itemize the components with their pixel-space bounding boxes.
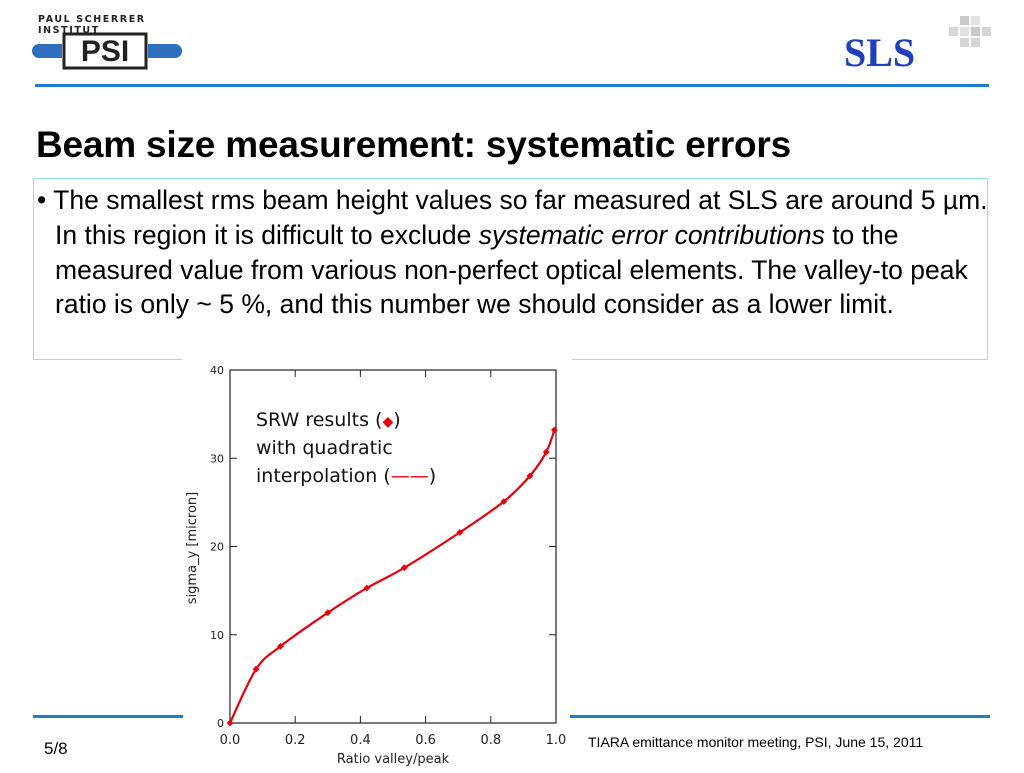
sls-logo: SLS xyxy=(842,14,992,75)
data-point xyxy=(226,719,234,727)
legend-line-3: interpolation (——) xyxy=(256,465,436,487)
y-tick-label: 20 xyxy=(210,541,224,554)
bullet-text-before: The smallest rms beam height values so f… xyxy=(53,185,988,250)
legend-line-2: with quadratic xyxy=(256,437,393,459)
data-point xyxy=(277,642,284,650)
legend-line-1: SRW results (◆) xyxy=(256,409,401,431)
y-tick-label: 30 xyxy=(210,452,224,465)
text-box: • The smallest rms beam height values so… xyxy=(33,178,988,360)
x-tick-label: 0.0 xyxy=(220,733,241,748)
data-point xyxy=(401,564,408,572)
header-divider xyxy=(35,84,989,87)
data-point xyxy=(456,528,464,536)
chart-svg: 0.0 0.2 0.4 0.6 0.8 1.0 0 10 20 30 40 sigma_y [mic… xyxy=(182,358,572,768)
x-tick-label: 1.0 xyxy=(546,733,567,748)
data-point xyxy=(363,584,371,592)
org-name: PAUL SCHERRER INSTITUT xyxy=(38,14,146,36)
bullet-text-after: to the measured value from various non-p… xyxy=(55,219,968,320)
y-tick-label: 40 xyxy=(210,364,224,377)
red-line-icon: —— xyxy=(391,465,429,487)
slide-title: Beam size measurement: systematic errors xyxy=(36,124,791,165)
data-point xyxy=(500,498,508,505)
grid-pattern-icon xyxy=(949,16,991,47)
psi-logo: PAUL SCHERRER INSTITUT PSI xyxy=(32,14,182,74)
diamond-marker-icon: ◆ xyxy=(382,414,393,430)
bullet-emphasis: systematic error contributions xyxy=(478,219,825,250)
data-point xyxy=(542,448,550,456)
bullet-point: • The smallest rms beam height values so… xyxy=(37,183,995,322)
data-point xyxy=(550,426,558,434)
data-point xyxy=(526,472,534,480)
bullet-marker: • xyxy=(37,185,47,215)
y-tick-label: 0 xyxy=(217,717,224,730)
chart-figure: 0.0 0.2 0.4 0.6 0.8 1.0 0 10 20 30 40 sigma_y [mic… xyxy=(182,358,572,768)
x-tick-label: 0.2 xyxy=(285,733,306,748)
data-point xyxy=(252,665,260,673)
x-tick-label: 0.4 xyxy=(350,733,371,748)
footer-meeting: TIARA emittance monitor meeting, PSI, Ju… xyxy=(588,734,924,750)
sls-logo-text: SLS xyxy=(844,30,915,74)
y-tick-label: 10 xyxy=(210,629,224,642)
footer-divider-right xyxy=(570,715,990,718)
x-tick-label: 0.8 xyxy=(480,733,501,748)
chart-legend: SRW results (◆) with quadratic interpola… xyxy=(256,409,436,487)
psi-logo-graphic: PSI xyxy=(32,32,182,70)
psi-logo-text: PSI xyxy=(81,35,129,68)
footer-divider-left xyxy=(33,715,183,718)
page-number: 5/8 xyxy=(44,739,68,758)
y-axis-label: sigma_y [micron] xyxy=(185,492,200,604)
data-point xyxy=(324,609,332,617)
x-tick-label: 0.6 xyxy=(415,733,436,748)
x-axis-label: Ratio valley/peak xyxy=(337,752,450,767)
